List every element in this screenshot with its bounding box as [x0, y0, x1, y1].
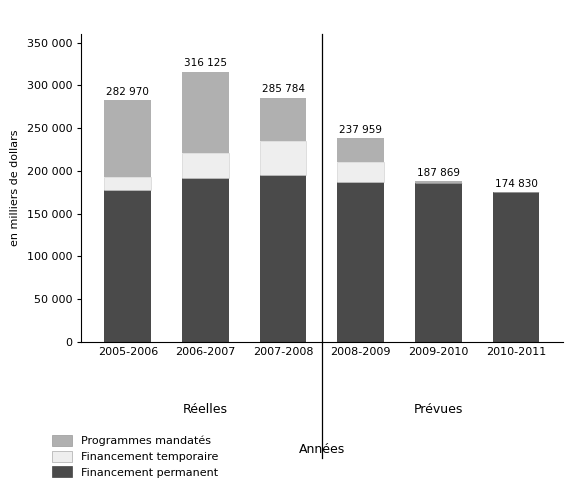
Bar — [182, 72, 229, 153]
Text: 316 125: 316 125 — [184, 58, 227, 68]
Legend: Programmes mandatés, Financement temporaire, Financement permanent: Programmes mandatés, Financement tempora… — [52, 435, 218, 478]
Bar — [260, 141, 306, 175]
Y-axis label: en milliers de dollars: en milliers de dollars — [10, 130, 20, 246]
Text: Réelles: Réelles — [183, 403, 228, 416]
Bar — [260, 98, 306, 141]
Bar — [104, 177, 151, 190]
Text: Années: Années — [299, 443, 345, 456]
Bar — [260, 175, 306, 342]
Text: 282 970: 282 970 — [106, 86, 149, 97]
Text: 187 869: 187 869 — [417, 168, 460, 178]
Bar — [104, 100, 151, 177]
Bar — [493, 192, 539, 342]
Text: 237 959: 237 959 — [339, 125, 382, 135]
Bar — [338, 182, 384, 342]
Bar — [182, 178, 229, 342]
Bar — [338, 162, 384, 182]
Text: 285 784: 285 784 — [262, 84, 304, 94]
Text: 174 830: 174 830 — [495, 179, 538, 189]
Bar — [104, 190, 151, 342]
Bar — [415, 183, 462, 342]
Bar — [182, 153, 229, 178]
Bar — [338, 139, 384, 162]
Bar — [415, 181, 462, 183]
Text: Prévues: Prévues — [414, 403, 463, 416]
